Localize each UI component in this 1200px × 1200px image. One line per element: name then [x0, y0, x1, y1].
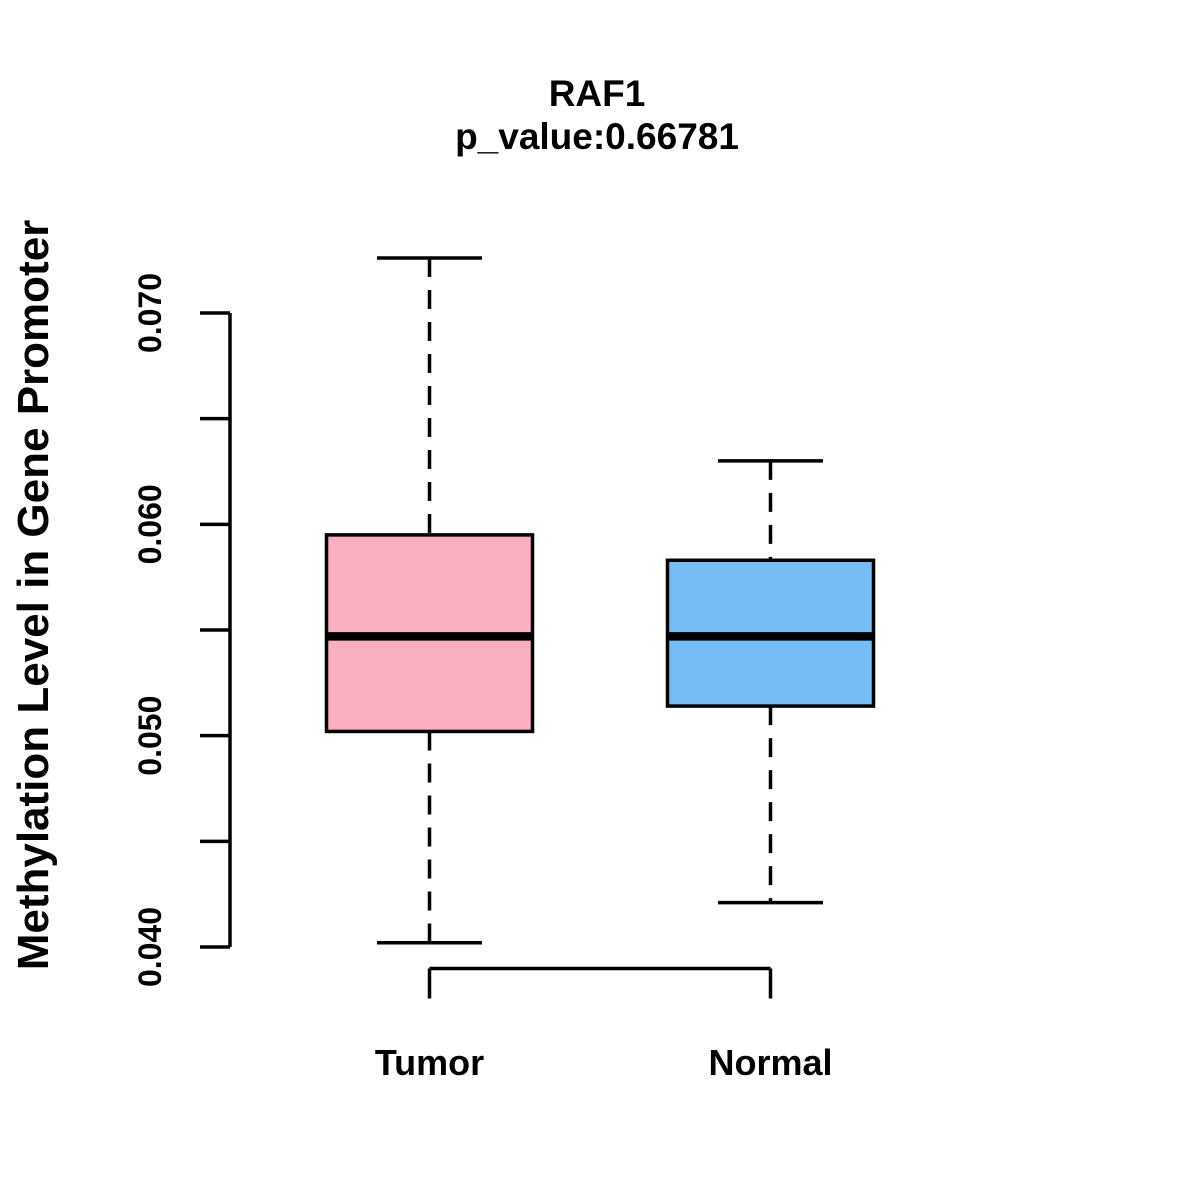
y-axis-tick-label: 0.050 [132, 696, 168, 776]
y-axis-tick-label: 0.070 [132, 273, 168, 353]
x-axis-category-label: Tumor [375, 1042, 484, 1083]
x-axis-category-label: Normal [708, 1042, 832, 1083]
chart-subtitle: p_value:0.66781 [455, 116, 739, 157]
y-axis-tick-label: 0.040 [132, 907, 168, 987]
y-axis-tick-label: 0.060 [132, 484, 168, 564]
chart-title: RAF1 [548, 73, 646, 114]
